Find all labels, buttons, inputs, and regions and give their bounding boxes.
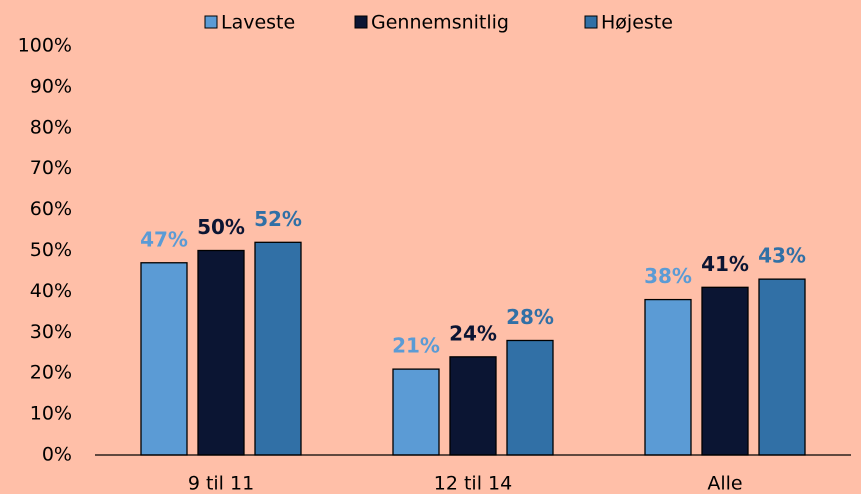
legend-swatch [204, 15, 218, 29]
data-label: 43% [758, 244, 806, 268]
y-tick-label: 0% [42, 444, 72, 466]
legend-swatch [584, 15, 598, 29]
data-label: 50% [197, 215, 245, 239]
y-tick-label: 80% [30, 116, 72, 138]
bar [254, 241, 302, 456]
data-label: 28% [506, 305, 554, 329]
data-label: 38% [644, 264, 692, 288]
data-label: 21% [392, 334, 440, 358]
y-tick-label: 40% [30, 280, 72, 302]
y-tick-label: 70% [30, 157, 72, 179]
y-tick-label: 90% [30, 75, 72, 97]
bar [392, 368, 440, 456]
bar [506, 339, 554, 456]
x-tick-label: 12 til 14 [434, 473, 512, 494]
x-tick-label: 9 til 11 [188, 473, 254, 494]
data-label: 41% [701, 252, 749, 276]
legend-swatch [354, 15, 368, 29]
bar [449, 356, 497, 456]
y-tick-label: 20% [30, 362, 72, 384]
legend-label: Gennemsnitlig [371, 12, 509, 34]
y-tick-label: 100% [18, 35, 72, 57]
x-tick-label: Alle [707, 473, 742, 494]
legend-label: Laveste [221, 12, 295, 34]
y-tick-label: 30% [30, 321, 72, 343]
legend-label: Højeste [601, 12, 673, 34]
y-tick-label: 10% [30, 403, 72, 425]
bar [701, 286, 749, 456]
y-tick-label: 50% [30, 239, 72, 261]
data-label: 47% [140, 227, 188, 251]
bar [644, 298, 692, 456]
data-label: 24% [449, 321, 497, 345]
bar [140, 262, 188, 456]
y-tick-label: 60% [30, 198, 72, 220]
data-label: 52% [254, 207, 302, 231]
bar [758, 278, 806, 456]
bar [197, 249, 245, 456]
